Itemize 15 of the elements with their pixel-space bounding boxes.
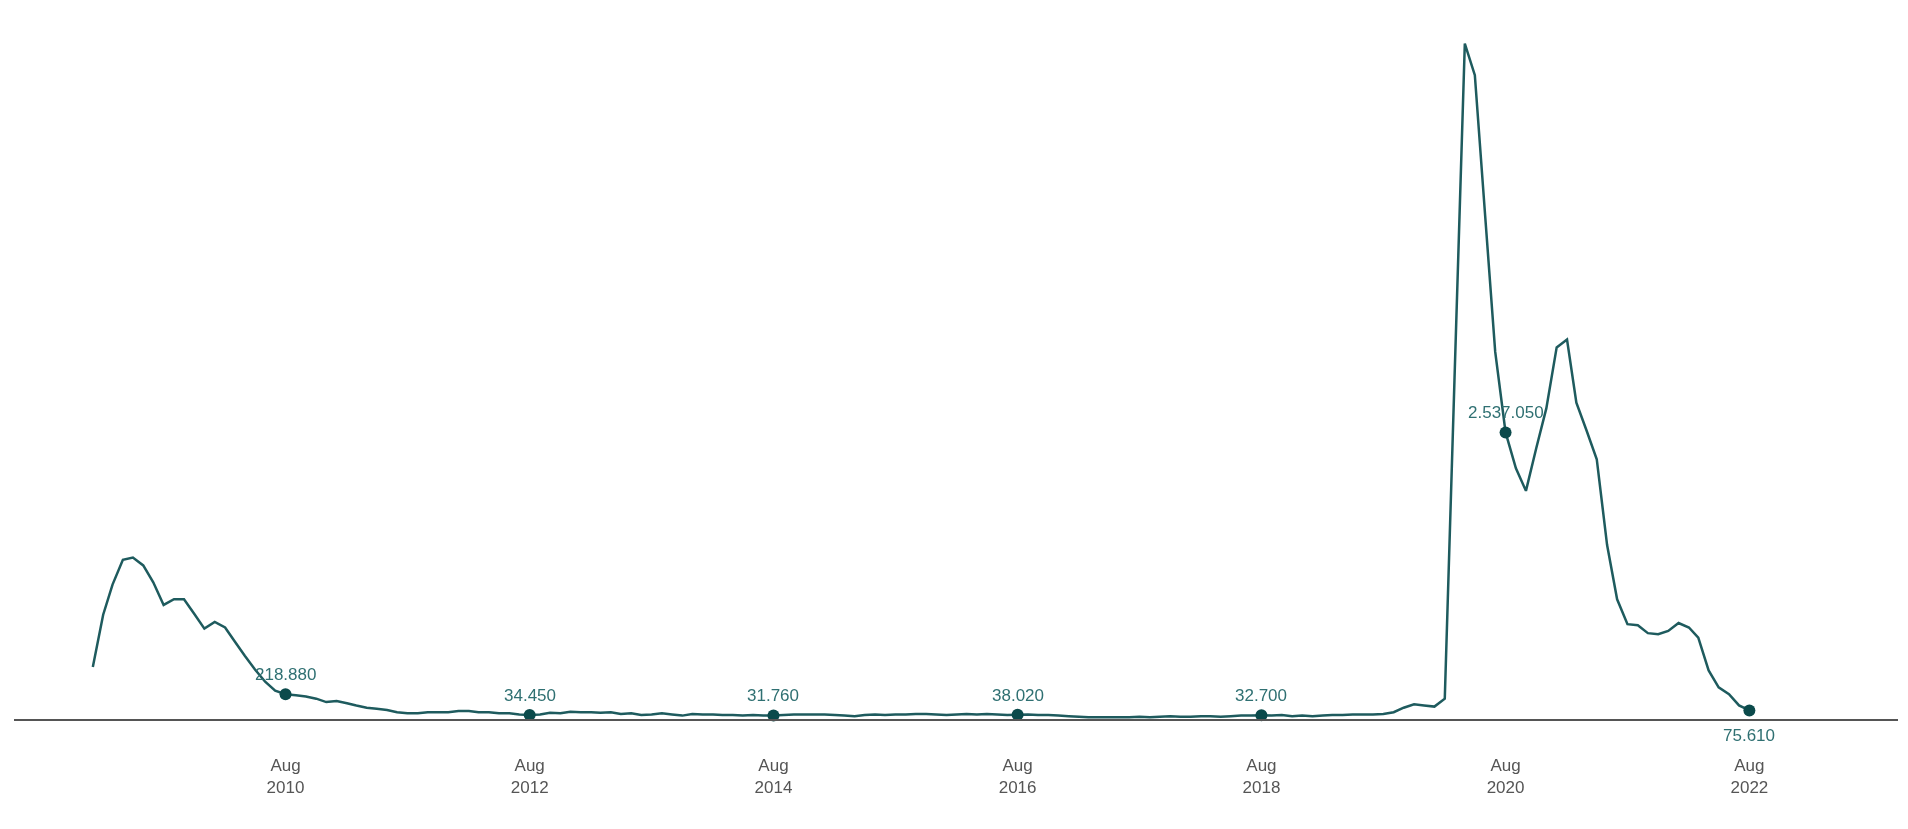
data-label: 31.760 <box>747 686 799 705</box>
x-tick-label: Aug 2014 <box>754 756 793 798</box>
x-tick-label: Aug 2016 <box>998 756 1037 798</box>
data-label: 32.700 <box>1235 686 1287 705</box>
data-label: 34.450 <box>504 686 556 705</box>
point <box>1743 704 1756 717</box>
data-label: 38.020 <box>992 686 1044 705</box>
point <box>1499 426 1512 439</box>
x-tick-label: Aug 2010 <box>266 756 305 798</box>
point <box>279 688 292 701</box>
x-tick-label: Aug 2022 <box>1730 756 1769 798</box>
data-label: 75.610 <box>1723 726 1775 745</box>
x-tick-label: Aug 2012 <box>510 756 549 798</box>
x-tick-label: Aug 2018 <box>1242 756 1281 798</box>
x-tick-label: Aug 2020 <box>1486 756 1525 798</box>
